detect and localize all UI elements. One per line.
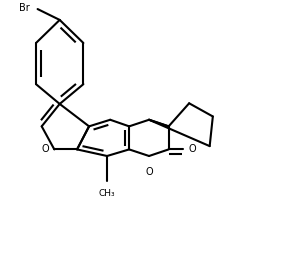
Text: O: O [145, 167, 153, 177]
Text: O: O [188, 144, 196, 154]
Text: CH₃: CH₃ [99, 189, 115, 198]
Text: O: O [41, 144, 49, 154]
Text: Br: Br [19, 3, 29, 13]
